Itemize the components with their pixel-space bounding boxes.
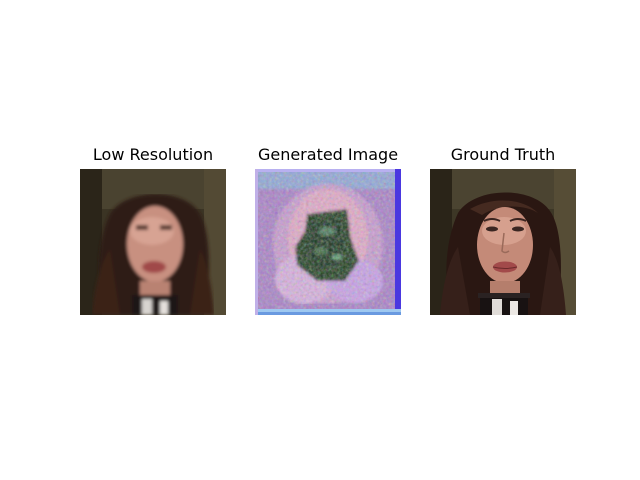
- ground-truth-panel: Ground Truth: [430, 144, 576, 315]
- generated-image: [255, 169, 401, 315]
- generated-image-panel: Generated Image: [255, 144, 401, 315]
- low-resolution-title: Low Resolution: [92, 145, 214, 164]
- low-resolution-panel: Low Resolution: [80, 144, 226, 315]
- generated-image-title: Generated Image: [257, 145, 399, 164]
- ground-truth-image: [430, 169, 576, 315]
- ground-truth-title: Ground Truth: [450, 145, 556, 164]
- low-resolution-image: [80, 169, 226, 315]
